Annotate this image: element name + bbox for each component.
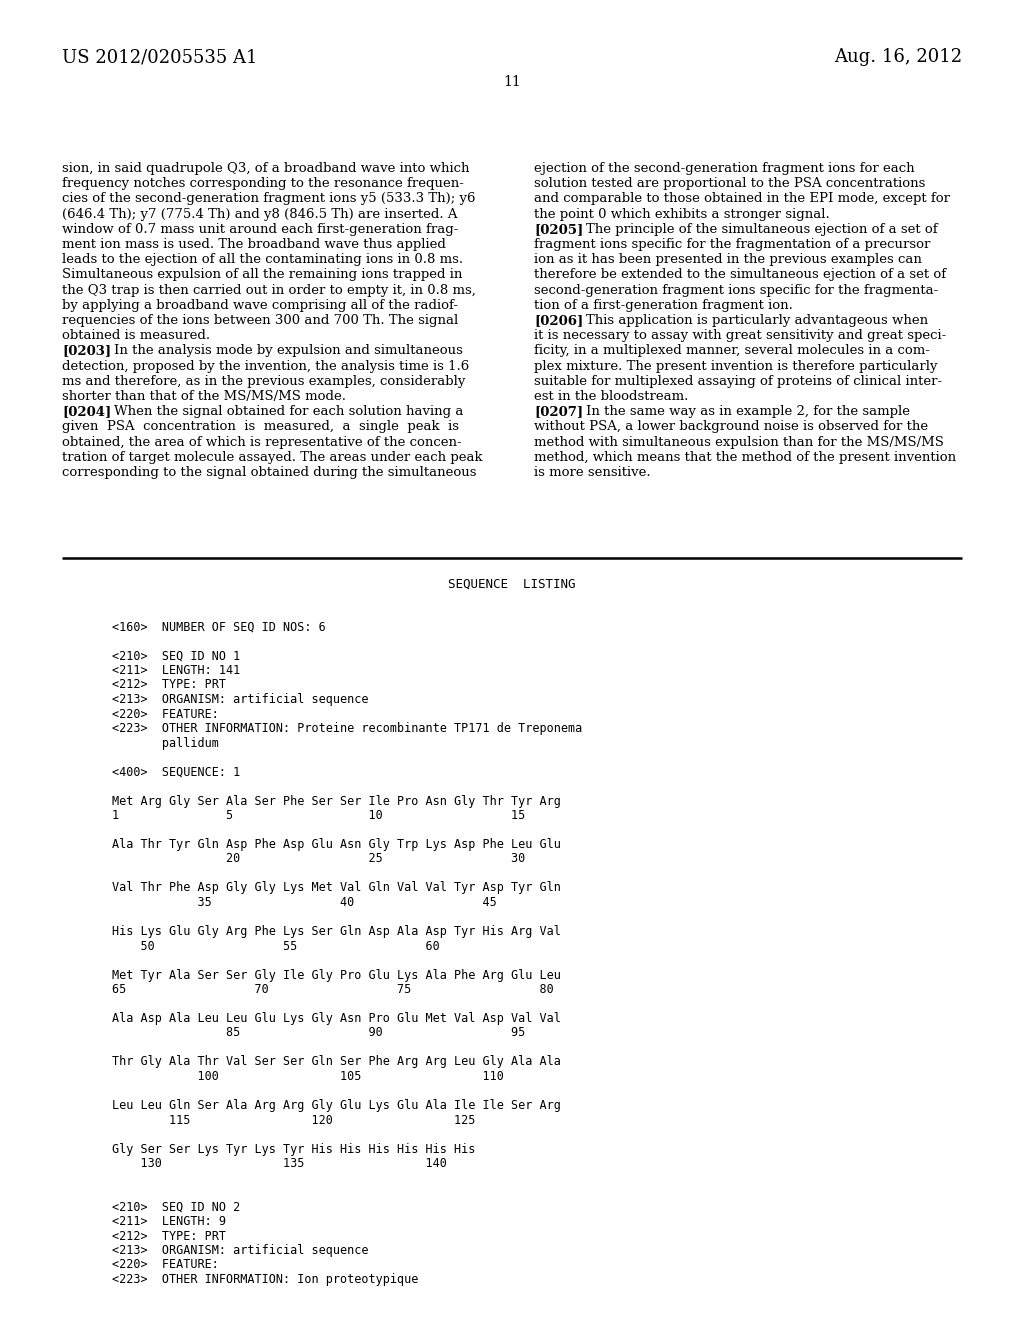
Text: Met Tyr Ala Ser Ser Gly Ile Gly Pro Glu Lys Ala Phe Arg Glu Leu: Met Tyr Ala Ser Ser Gly Ile Gly Pro Glu … bbox=[112, 969, 561, 982]
Text: detection, proposed by the invention, the analysis time is 1.6: detection, proposed by the invention, th… bbox=[62, 359, 469, 372]
Text: 115                 120                 125: 115 120 125 bbox=[112, 1114, 475, 1126]
Text: ejection of the second-generation fragment ions for each: ejection of the second-generation fragme… bbox=[534, 162, 914, 176]
Text: pallidum: pallidum bbox=[112, 737, 219, 750]
Text: [0204]: [0204] bbox=[62, 405, 112, 418]
Text: US 2012/0205535 A1: US 2012/0205535 A1 bbox=[62, 48, 257, 66]
Text: Gly Ser Ser Lys Tyr Lys Tyr His His His His His His: Gly Ser Ser Lys Tyr Lys Tyr His His His … bbox=[112, 1143, 475, 1155]
Text: requencies of the ions between 300 and 700 Th. The signal: requencies of the ions between 300 and 7… bbox=[62, 314, 459, 327]
Text: Simultaneous expulsion of all the remaining ions trapped in: Simultaneous expulsion of all the remain… bbox=[62, 268, 463, 281]
Text: ficity, in a multiplexed manner, several molecules in a com-: ficity, in a multiplexed manner, several… bbox=[534, 345, 930, 358]
Text: it is necessary to assay with great sensitivity and great speci-: it is necessary to assay with great sens… bbox=[534, 329, 946, 342]
Text: <213>  ORGANISM: artificial sequence: <213> ORGANISM: artificial sequence bbox=[112, 1243, 369, 1257]
Text: ment ion mass is used. The broadband wave thus applied: ment ion mass is used. The broadband wav… bbox=[62, 238, 445, 251]
Text: without PSA, a lower background noise is observed for the: without PSA, a lower background noise is… bbox=[534, 420, 928, 433]
Text: <213>  ORGANISM: artificial sequence: <213> ORGANISM: artificial sequence bbox=[112, 693, 369, 706]
Text: <223>  OTHER INFORMATION: Proteine recombinante TP171 de Treponema: <223> OTHER INFORMATION: Proteine recomb… bbox=[112, 722, 583, 735]
Text: shorter than that of the MS/MS/MS mode.: shorter than that of the MS/MS/MS mode. bbox=[62, 389, 346, 403]
Text: leads to the ejection of all the contaminating ions in 0.8 ms.: leads to the ejection of all the contami… bbox=[62, 253, 463, 267]
Text: and comparable to those obtained in the EPI mode, except for: and comparable to those obtained in the … bbox=[534, 193, 950, 206]
Text: <212>  TYPE: PRT: <212> TYPE: PRT bbox=[112, 678, 226, 692]
Text: tion of a first-generation fragment ion.: tion of a first-generation fragment ion. bbox=[534, 298, 793, 312]
Text: method, which means that the method of the present invention: method, which means that the method of t… bbox=[534, 451, 956, 463]
Text: est in the bloodstream.: est in the bloodstream. bbox=[534, 389, 688, 403]
Text: 100                 105                 110: 100 105 110 bbox=[112, 1071, 504, 1082]
Text: [0207]: [0207] bbox=[534, 405, 583, 418]
Text: Aug. 16, 2012: Aug. 16, 2012 bbox=[834, 48, 962, 66]
Text: SEQUENCE  LISTING: SEQUENCE LISTING bbox=[449, 578, 575, 591]
Text: <210>  SEQ ID NO 2: <210> SEQ ID NO 2 bbox=[112, 1200, 241, 1213]
Text: Met Arg Gly Ser Ala Ser Phe Ser Ser Ile Pro Asn Gly Thr Tyr Arg: Met Arg Gly Ser Ala Ser Phe Ser Ser Ile … bbox=[112, 795, 561, 808]
Text: the point 0 which exhibits a stronger signal.: the point 0 which exhibits a stronger si… bbox=[534, 207, 829, 220]
Text: <211>  LENGTH: 141: <211> LENGTH: 141 bbox=[112, 664, 241, 677]
Text: therefore be extended to the simultaneous ejection of a set of: therefore be extended to the simultaneou… bbox=[534, 268, 946, 281]
Text: <210>  SEQ ID NO 1: <210> SEQ ID NO 1 bbox=[112, 649, 241, 663]
Text: (646.4 Th); y7 (775.4 Th) and y8 (846.5 Th) are inserted. A: (646.4 Th); y7 (775.4 Th) and y8 (846.5 … bbox=[62, 207, 458, 220]
Text: cies of the second-generation fragment ions y5 (533.3 Th); y6: cies of the second-generation fragment i… bbox=[62, 193, 475, 206]
Text: suitable for multiplexed assaying of proteins of clinical inter-: suitable for multiplexed assaying of pro… bbox=[534, 375, 942, 388]
Text: 50                  55                  60: 50 55 60 bbox=[112, 940, 439, 953]
Text: ion as it has been presented in the previous examples can: ion as it has been presented in the prev… bbox=[534, 253, 922, 267]
Text: corresponding to the signal obtained during the simultaneous: corresponding to the signal obtained dur… bbox=[62, 466, 476, 479]
Text: This application is particularly advantageous when: This application is particularly advanta… bbox=[569, 314, 928, 327]
Text: [0205]: [0205] bbox=[534, 223, 584, 236]
Text: [0203]: [0203] bbox=[62, 345, 112, 358]
Text: by applying a broadband wave comprising all of the radiof-: by applying a broadband wave comprising … bbox=[62, 298, 458, 312]
Text: sion, in said quadrupole Q3, of a broadband wave into which: sion, in said quadrupole Q3, of a broadb… bbox=[62, 162, 469, 176]
Text: 1               5                   10                  15: 1 5 10 15 bbox=[112, 809, 525, 822]
Text: [0206]: [0206] bbox=[534, 314, 584, 327]
Text: frequency notches corresponding to the resonance frequen-: frequency notches corresponding to the r… bbox=[62, 177, 464, 190]
Text: <211>  LENGTH: 9: <211> LENGTH: 9 bbox=[112, 1214, 226, 1228]
Text: His Lys Glu Gly Arg Phe Lys Ser Gln Asp Ala Asp Tyr His Arg Val: His Lys Glu Gly Arg Phe Lys Ser Gln Asp … bbox=[112, 925, 561, 939]
Text: Ala Thr Tyr Gln Asp Phe Asp Glu Asn Gly Trp Lys Asp Phe Leu Glu: Ala Thr Tyr Gln Asp Phe Asp Glu Asn Gly … bbox=[112, 838, 561, 851]
Text: is more sensitive.: is more sensitive. bbox=[534, 466, 650, 479]
Text: ms and therefore, as in the previous examples, considerably: ms and therefore, as in the previous exa… bbox=[62, 375, 465, 388]
Text: 65                  70                  75                  80: 65 70 75 80 bbox=[112, 983, 554, 997]
Text: method with simultaneous expulsion than for the MS/MS/MS: method with simultaneous expulsion than … bbox=[534, 436, 944, 449]
Text: <400>  SEQUENCE: 1: <400> SEQUENCE: 1 bbox=[112, 766, 241, 779]
Text: The principle of the simultaneous ejection of a set of: The principle of the simultaneous ejecti… bbox=[569, 223, 938, 236]
Text: window of 0.7 mass unit around each first-generation frag-: window of 0.7 mass unit around each firs… bbox=[62, 223, 459, 236]
Text: obtained, the area of which is representative of the concen-: obtained, the area of which is represent… bbox=[62, 436, 462, 449]
Text: fragment ions specific for the fragmentation of a precursor: fragment ions specific for the fragmenta… bbox=[534, 238, 931, 251]
Text: 20                  25                  30: 20 25 30 bbox=[112, 853, 525, 866]
Text: given  PSA  concentration  is  measured,  a  single  peak  is: given PSA concentration is measured, a s… bbox=[62, 420, 459, 433]
Text: Leu Leu Gln Ser Ala Arg Arg Gly Glu Lys Glu Ala Ile Ile Ser Arg: Leu Leu Gln Ser Ala Arg Arg Gly Glu Lys … bbox=[112, 1100, 561, 1111]
Text: 11: 11 bbox=[503, 75, 521, 88]
Text: 35                  40                  45: 35 40 45 bbox=[112, 896, 497, 909]
Text: In the analysis mode by expulsion and simultaneous: In the analysis mode by expulsion and si… bbox=[97, 345, 463, 358]
Text: Ala Asp Ala Leu Leu Glu Lys Gly Asn Pro Glu Met Val Asp Val Val: Ala Asp Ala Leu Leu Glu Lys Gly Asn Pro … bbox=[112, 1012, 561, 1026]
Text: second-generation fragment ions specific for the fragmenta-: second-generation fragment ions specific… bbox=[534, 284, 938, 297]
Text: obtained is measured.: obtained is measured. bbox=[62, 329, 210, 342]
Text: tration of target molecule assayed. The areas under each peak: tration of target molecule assayed. The … bbox=[62, 451, 482, 463]
Text: solution tested are proportional to the PSA concentrations: solution tested are proportional to the … bbox=[534, 177, 926, 190]
Text: <212>  TYPE: PRT: <212> TYPE: PRT bbox=[112, 1229, 226, 1242]
Text: the Q3 trap is then carried out in order to empty it, in 0.8 ms,: the Q3 trap is then carried out in order… bbox=[62, 284, 476, 297]
Text: Thr Gly Ala Thr Val Ser Ser Gln Ser Phe Arg Arg Leu Gly Ala Ala: Thr Gly Ala Thr Val Ser Ser Gln Ser Phe … bbox=[112, 1056, 561, 1068]
Text: When the signal obtained for each solution having a: When the signal obtained for each soluti… bbox=[97, 405, 464, 418]
Text: Val Thr Phe Asp Gly Gly Lys Met Val Gln Val Val Tyr Asp Tyr Gln: Val Thr Phe Asp Gly Gly Lys Met Val Gln … bbox=[112, 882, 561, 895]
Text: <160>  NUMBER OF SEQ ID NOS: 6: <160> NUMBER OF SEQ ID NOS: 6 bbox=[112, 620, 326, 634]
Text: In the same way as in example 2, for the sample: In the same way as in example 2, for the… bbox=[569, 405, 910, 418]
Text: 85                  90                  95: 85 90 95 bbox=[112, 1027, 525, 1040]
Text: plex mixture. The present invention is therefore particularly: plex mixture. The present invention is t… bbox=[534, 359, 938, 372]
Text: <220>  FEATURE:: <220> FEATURE: bbox=[112, 1258, 219, 1271]
Text: <220>  FEATURE:: <220> FEATURE: bbox=[112, 708, 219, 721]
Text: 130                 135                 140: 130 135 140 bbox=[112, 1158, 446, 1170]
Text: <223>  OTHER INFORMATION: Ion proteotypique: <223> OTHER INFORMATION: Ion proteotypiq… bbox=[112, 1272, 419, 1286]
